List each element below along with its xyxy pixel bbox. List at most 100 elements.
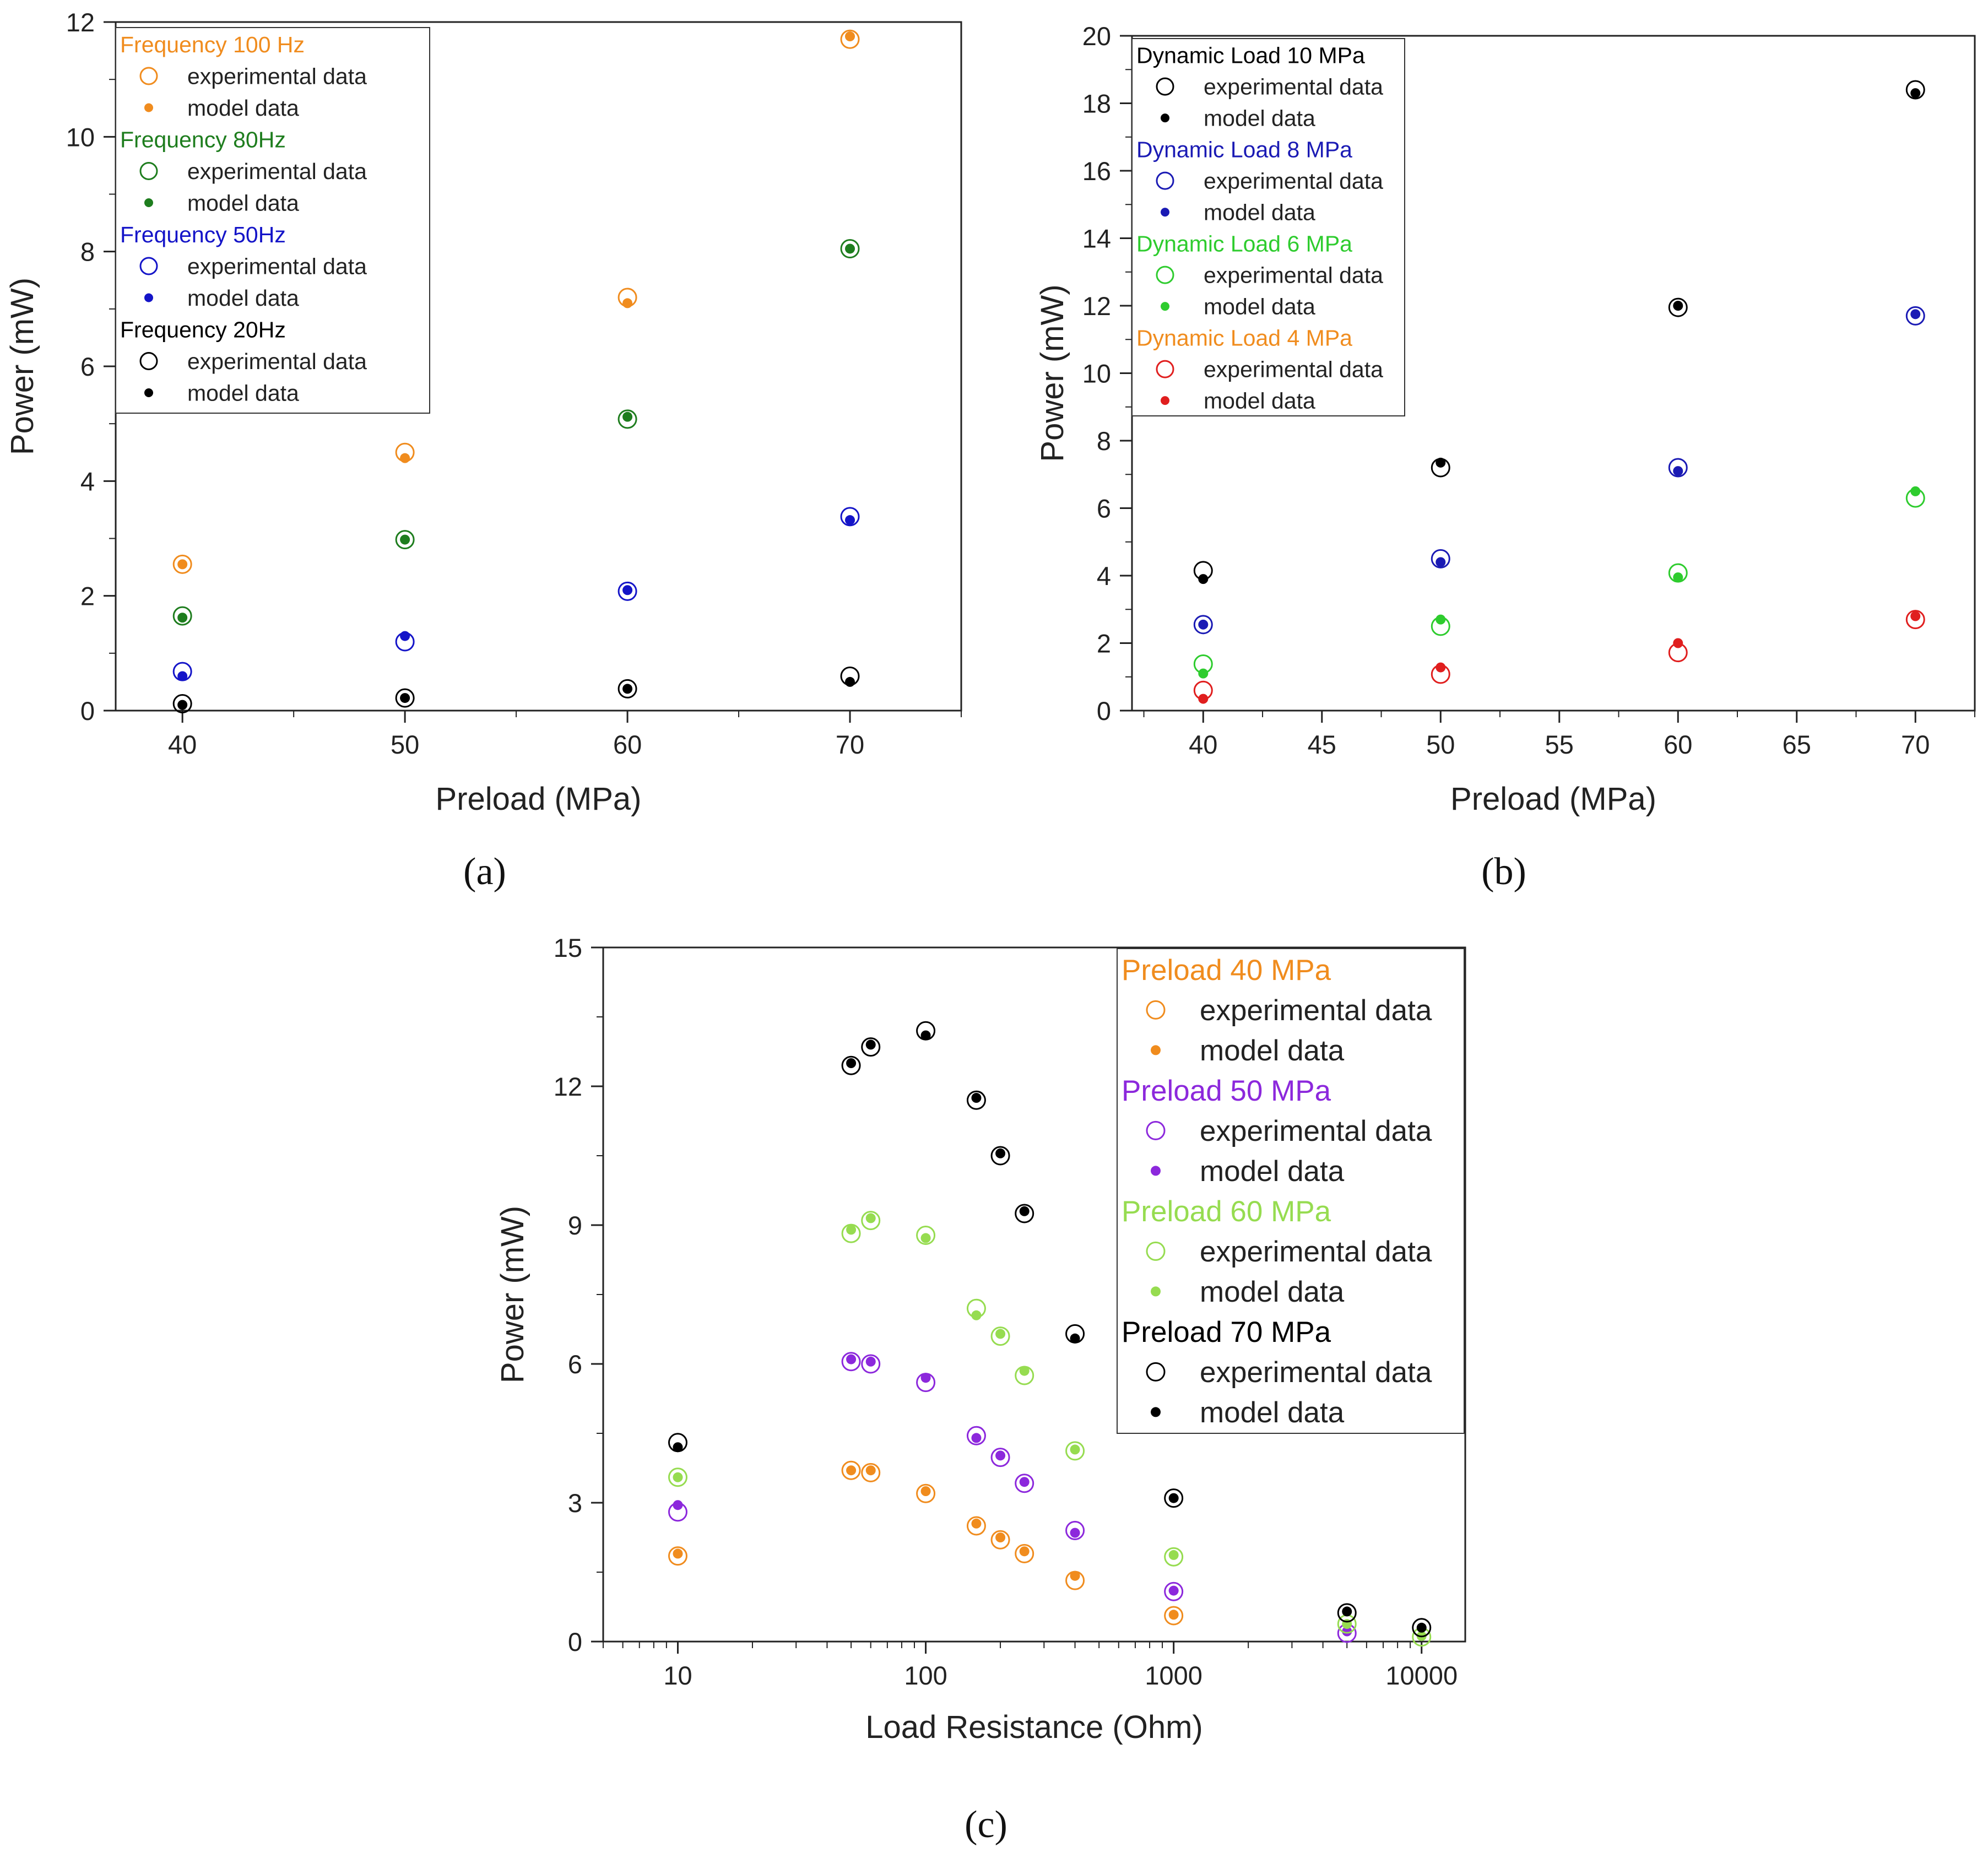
y-axis-label: Power (mW) bbox=[495, 1206, 530, 1383]
model-point bbox=[1070, 1333, 1080, 1344]
legend-experimental-label: experimental data bbox=[1204, 262, 1383, 288]
legend-series-title: Frequency 100 Hz bbox=[120, 32, 305, 57]
model-point bbox=[177, 613, 188, 623]
experimental-point bbox=[841, 1223, 861, 1243]
experimental-point bbox=[916, 1483, 936, 1503]
experimental-point bbox=[990, 1530, 1010, 1550]
legend-experimental-marker bbox=[1146, 1362, 1166, 1382]
model-point bbox=[995, 1450, 1006, 1461]
y-tick-label: 15 bbox=[554, 933, 582, 962]
series-c-3 bbox=[668, 1021, 1432, 1638]
model-point bbox=[995, 1532, 1006, 1542]
model-point bbox=[865, 1465, 876, 1476]
model-point bbox=[673, 1500, 683, 1510]
legend-series-title: Dynamic Load 8 MPa bbox=[1136, 137, 1352, 162]
legend-experimental-label: experimental data bbox=[187, 349, 367, 374]
model-point bbox=[1416, 1622, 1427, 1633]
x-tick-label: 40 bbox=[1189, 730, 1217, 759]
chart-c: 10 100 1000 10000 0 3 6 9 12 15 Load Resistance (O… bbox=[495, 933, 1466, 1846]
model-point bbox=[846, 1058, 857, 1068]
experimental-point bbox=[840, 29, 860, 49]
x-tick-label: 10 bbox=[663, 1661, 692, 1690]
model-point bbox=[1198, 619, 1209, 630]
experimental-point bbox=[841, 1352, 861, 1372]
model-point bbox=[920, 1030, 931, 1041]
legend-experimental-marker bbox=[1146, 1241, 1166, 1261]
y-axis-label: Power (mW) bbox=[4, 278, 40, 455]
experimental-point bbox=[861, 1463, 881, 1482]
model-point bbox=[400, 631, 410, 641]
x-tick-label: 60 bbox=[613, 730, 642, 759]
model-point bbox=[622, 298, 633, 308]
experimental-point bbox=[861, 1354, 881, 1374]
legend-model-label: model data bbox=[187, 95, 299, 121]
model-point bbox=[622, 684, 633, 694]
legend-model-label: model data bbox=[1200, 1035, 1345, 1067]
legend: Preload 40 MPa experimental data model dat… bbox=[1117, 948, 1465, 1434]
y-tick-label: 6 bbox=[80, 352, 95, 381]
legend-model-marker bbox=[1151, 1166, 1161, 1176]
model-point bbox=[1019, 1477, 1030, 1487]
experimental-point bbox=[990, 1326, 1010, 1346]
legend-experimental-marker bbox=[1156, 360, 1174, 378]
x-tick-label: 45 bbox=[1308, 730, 1336, 759]
model-point bbox=[845, 31, 855, 42]
x-tick-label: 40 bbox=[168, 730, 197, 759]
legend-series-title: Frequency 80Hz bbox=[120, 127, 286, 152]
y-tick-label: 3 bbox=[568, 1488, 582, 1518]
legend-experimental-label: experimental data bbox=[187, 253, 367, 279]
y-tick-label: 6 bbox=[1097, 494, 1111, 523]
model-point bbox=[1342, 1606, 1352, 1617]
legend-experimental-marker bbox=[1156, 77, 1174, 96]
model-point bbox=[1168, 1585, 1179, 1596]
x-tick-label: 60 bbox=[1664, 730, 1692, 759]
legend-series-title: Preload 70 MPa bbox=[1122, 1316, 1331, 1348]
experimental-point bbox=[1905, 80, 1925, 100]
panel-caption: (b) bbox=[1481, 851, 1526, 893]
legend-experimental-label: experimental data bbox=[187, 63, 367, 89]
experimental-point bbox=[861, 1037, 881, 1057]
model-point bbox=[971, 1433, 982, 1443]
experimental-point bbox=[861, 1211, 881, 1231]
legend-model-marker bbox=[1161, 302, 1169, 311]
legend-model-marker bbox=[1161, 396, 1169, 405]
legend-series-title: Frequency 20Hz bbox=[120, 317, 286, 342]
model-point bbox=[1436, 457, 1446, 468]
legend-model-label: model data bbox=[187, 380, 299, 405]
model-point bbox=[1673, 301, 1683, 311]
model-point bbox=[920, 1233, 931, 1243]
y-tick-label: 20 bbox=[1082, 21, 1111, 51]
model-point bbox=[177, 671, 188, 681]
experimental-point bbox=[1164, 1606, 1184, 1626]
y-tick-label: 10 bbox=[1082, 359, 1111, 388]
model-point bbox=[1198, 574, 1209, 584]
experimental-point bbox=[668, 1467, 687, 1487]
legend-series-title: Dynamic Load 4 MPa bbox=[1136, 325, 1352, 350]
chart-b: 40 45 50 55 60 65 70 0 2 4 6 8 10 12 14 16 18 20 Preload (… bbox=[1034, 21, 1976, 893]
model-point bbox=[995, 1148, 1006, 1158]
model-point bbox=[673, 1548, 683, 1559]
legend-experimental-marker bbox=[139, 352, 158, 370]
model-point bbox=[971, 1093, 982, 1103]
panel-caption: (a) bbox=[463, 851, 506, 893]
legend-model-label: model data bbox=[1200, 1155, 1345, 1188]
model-point bbox=[920, 1373, 931, 1383]
y-axis-label: Power (mW) bbox=[1034, 284, 1070, 462]
model-point bbox=[1070, 1444, 1080, 1455]
model-point bbox=[1436, 557, 1446, 567]
legend-model-marker bbox=[1161, 208, 1169, 217]
model-point bbox=[1168, 1610, 1179, 1620]
legend-model-marker bbox=[1151, 1286, 1161, 1297]
model-point bbox=[1019, 1546, 1030, 1557]
model-point bbox=[865, 1213, 876, 1223]
legend-experimental-marker bbox=[1156, 266, 1174, 284]
legend: Dynamic Load 10 MPa experimental data mode… bbox=[1131, 38, 1405, 416]
y-tick-label: 16 bbox=[1082, 156, 1111, 186]
legend-experimental-marker bbox=[139, 257, 158, 275]
experimental-point bbox=[990, 1146, 1010, 1166]
legend-series-title: Preload 40 MPa bbox=[1122, 954, 1331, 987]
experimental-point bbox=[840, 239, 860, 258]
experimental-point bbox=[841, 1055, 861, 1075]
y-tick-label: 14 bbox=[1082, 224, 1111, 253]
model-point bbox=[1342, 1626, 1352, 1637]
